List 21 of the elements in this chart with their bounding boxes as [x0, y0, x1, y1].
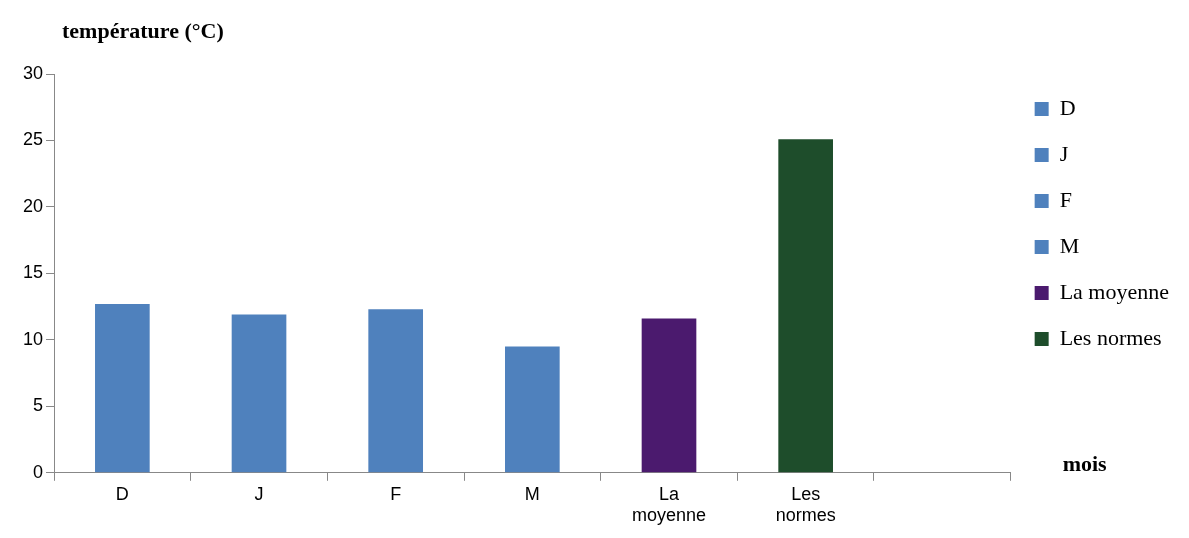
- x-tick-label: Les normes: [775, 483, 836, 526]
- legend-label: M: [1059, 232, 1080, 258]
- legend-label: D: [1059, 94, 1076, 120]
- y-tick-label: 5: [33, 395, 44, 416]
- x-tick-label: J: [254, 483, 264, 504]
- y-tick-label: 25: [22, 129, 44, 150]
- legend-label: J: [1059, 140, 1069, 166]
- y-tick-label: 15: [22, 262, 44, 283]
- x-tick-label: La moyenne: [631, 483, 707, 526]
- x-tick-label: D: [115, 483, 129, 504]
- y-tick-label: 0: [33, 461, 44, 482]
- legend-label: F: [1059, 186, 1072, 212]
- y-tick-label: 20: [22, 195, 44, 216]
- x-axis-title: mois: [1062, 450, 1108, 476]
- y-axis-title: température (°C): [62, 18, 224, 43]
- x-tick-label: M: [524, 483, 540, 504]
- legend-label: Les normes: [1059, 324, 1162, 350]
- y-tick-label: 30: [22, 62, 44, 83]
- y-tick-label: 10: [22, 328, 44, 349]
- legend-label: La moyenne: [1059, 278, 1170, 304]
- x-tick-label: F: [390, 483, 402, 504]
